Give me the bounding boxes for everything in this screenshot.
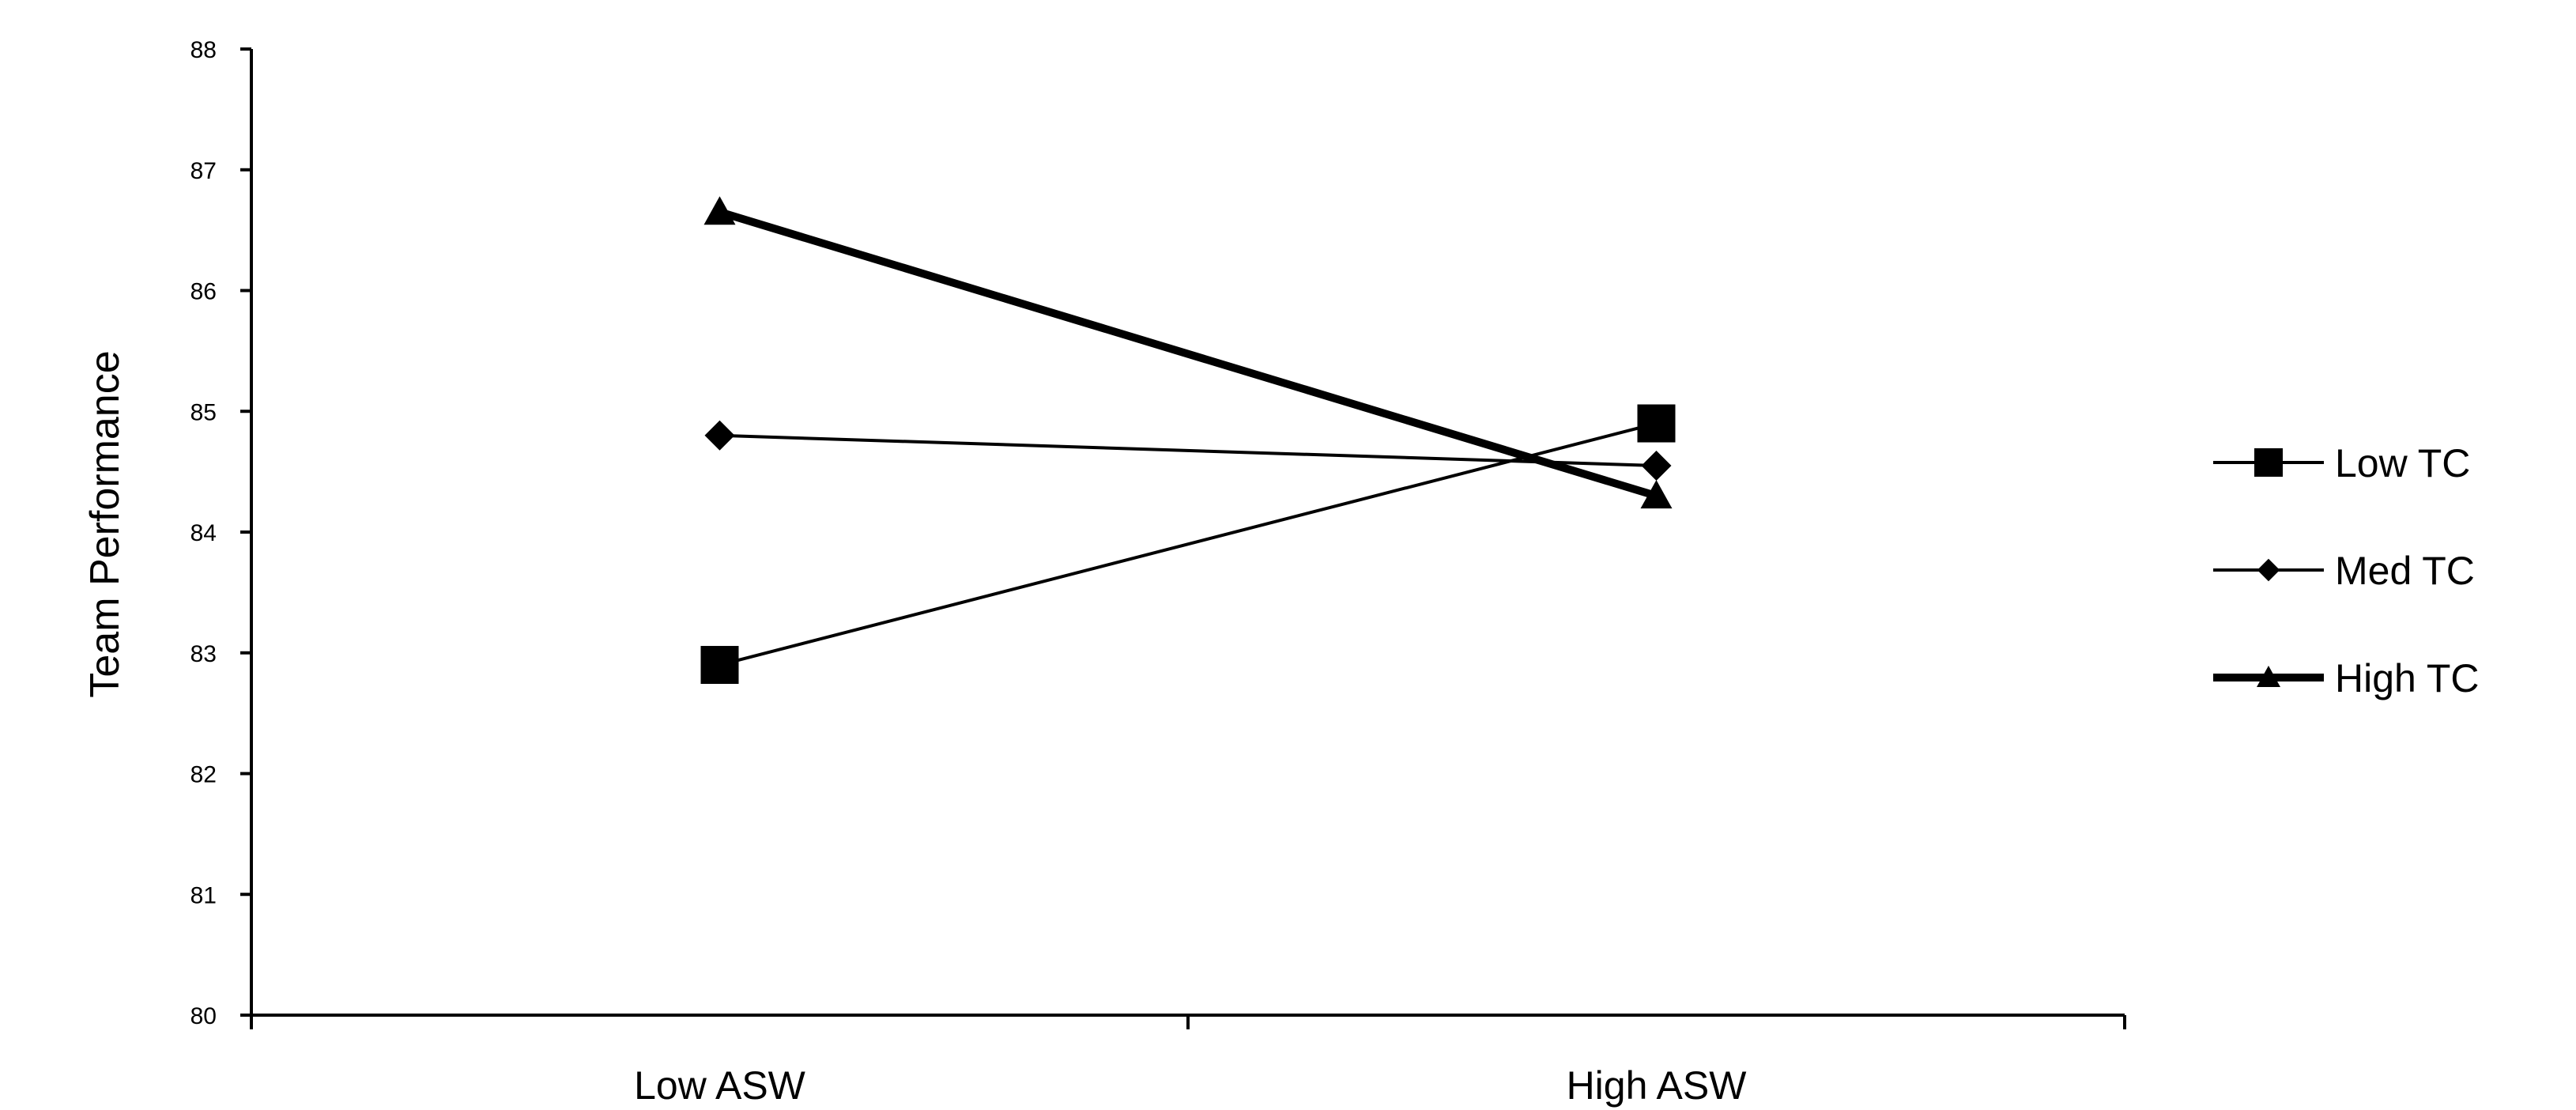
data-point-diamond	[704, 420, 735, 451]
series-line	[719, 421, 1657, 666]
y-tick-label: 82	[190, 762, 217, 788]
x-category-label: High ASW	[1567, 1063, 1748, 1108]
series-lines	[700, 196, 1676, 685]
x-category-label: Low ASW	[634, 1063, 806, 1108]
series-line	[718, 208, 1658, 500]
legend-item: Low TC	[2213, 441, 2470, 485]
y-axis: 80 81 82 83 84 85 86 87 88	[190, 37, 253, 1029]
y-tick-label: 86	[190, 279, 217, 305]
legend: Low TC Med TC High TC	[2213, 441, 2479, 700]
legend-marker-diamond	[2257, 558, 2280, 582]
legend-label: Med TC	[2335, 549, 2475, 593]
data-point-square	[1637, 404, 1676, 443]
y-tick-label: 81	[190, 882, 217, 908]
y-tick-label: 80	[190, 1003, 217, 1029]
y-tick-label: 85	[190, 399, 217, 425]
data-point-diamond	[1641, 450, 1672, 481]
legend-item: Med TC	[2213, 549, 2475, 593]
y-tick-label: 87	[190, 158, 217, 184]
y-tick-label: 83	[190, 641, 217, 667]
series-low-tc	[700, 404, 1676, 685]
y-tick-label: 88	[190, 37, 217, 63]
data-point-square	[700, 646, 739, 685]
x-axis: Low ASW High ASW	[250, 1014, 2126, 1108]
y-tick-label: 84	[190, 520, 217, 546]
legend-marker-triangle	[2257, 666, 2280, 687]
series-high-tc	[703, 196, 1673, 509]
data-point-triangle	[1640, 480, 1673, 509]
series-line	[719, 433, 1657, 467]
legend-label: High TC	[2335, 656, 2479, 700]
legend-label: Low TC	[2335, 441, 2470, 485]
series-med-tc	[704, 420, 1672, 481]
data-point-triangle	[703, 196, 736, 225]
y-axis-title: Team Performance	[82, 350, 128, 697]
legend-marker-square	[2254, 448, 2283, 477]
legend-item: High TC	[2213, 656, 2479, 700]
